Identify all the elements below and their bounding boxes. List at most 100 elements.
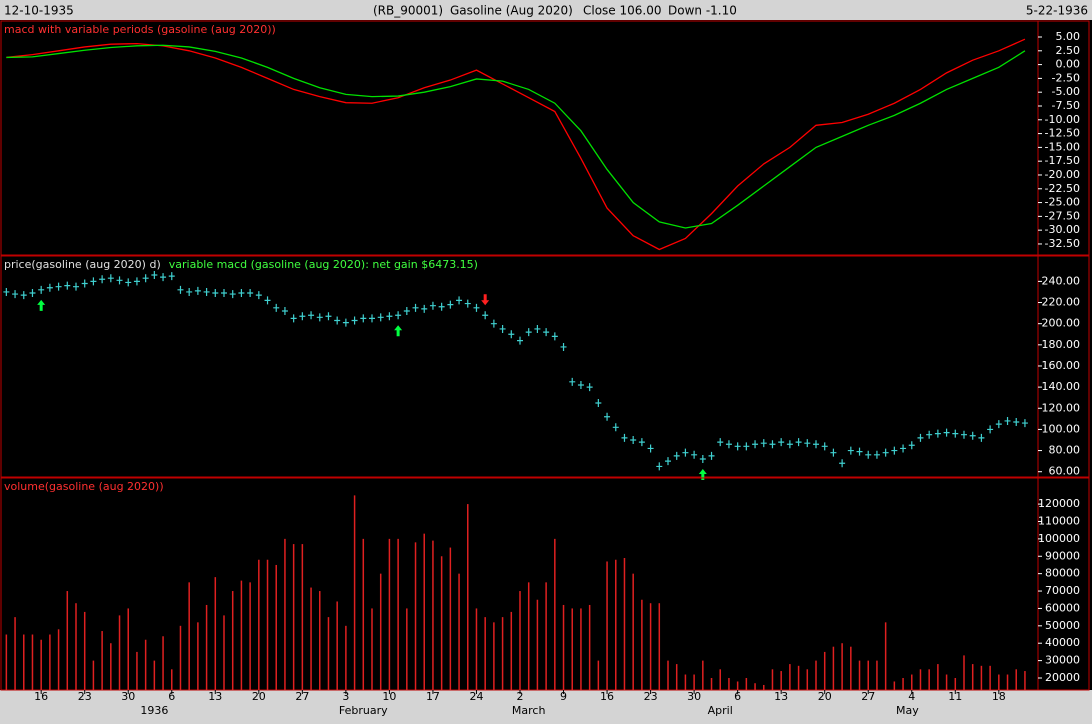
price-bar	[769, 440, 776, 449]
volume-bar	[57, 629, 60, 690]
price-bar	[316, 313, 323, 322]
y-tick-label: 30000	[1045, 654, 1080, 667]
y-tick-label: -22.50	[1045, 182, 1080, 195]
price-bar	[38, 285, 45, 294]
price-bar	[81, 279, 88, 288]
y-tick-label: -20.00	[1045, 168, 1080, 181]
price-bar	[281, 306, 288, 315]
y-tick-label: -12.50	[1045, 127, 1080, 140]
volume-bar	[980, 665, 983, 690]
panel-border	[0, 477, 1090, 691]
price-bar	[438, 302, 445, 311]
volume-bar	[736, 681, 739, 690]
month-label: May	[896, 704, 919, 717]
price-bar	[952, 429, 959, 438]
y-tick-label: 60.00	[1049, 465, 1081, 478]
y-tick-label: 80.00	[1049, 444, 1081, 457]
volume-bar	[632, 573, 634, 690]
x-tick-label: 6	[734, 690, 741, 703]
y-tick-label: -10.00	[1045, 113, 1080, 126]
price-bar	[386, 312, 393, 321]
y-tick-label: 120000	[1038, 497, 1080, 510]
volume-bar	[275, 564, 277, 690]
price-bar	[168, 272, 175, 281]
price-bar	[734, 442, 741, 451]
panel-title: volume(gasoline (aug 2020))	[4, 480, 164, 493]
price-bar	[560, 342, 567, 351]
price-bar	[586, 383, 593, 392]
price-bar	[395, 311, 402, 320]
instrument-name: Gasoline (Aug 2020)	[450, 4, 573, 18]
y-tick-label: 100000	[1038, 532, 1080, 545]
volume-bar	[388, 538, 391, 690]
volume-bar	[1015, 669, 1017, 690]
price-bar	[543, 328, 550, 337]
volume-bar	[14, 617, 16, 690]
y-tick-label: 0.00	[1056, 58, 1081, 71]
price-bar	[342, 318, 349, 327]
y-tick-label: 160.00	[1042, 359, 1081, 372]
volume-bar	[710, 678, 713, 690]
volume-bar	[205, 604, 208, 690]
x-tick-label: 30	[687, 690, 701, 703]
macd-line	[6, 44, 1026, 229]
y-tick-label: 80000	[1045, 567, 1080, 580]
volume-bar	[118, 615, 121, 690]
x-tick-label: 16	[600, 690, 614, 703]
x-tick-label: 13	[774, 690, 788, 703]
y-tick-label: 120.00	[1042, 401, 1081, 414]
month-label: February	[339, 704, 388, 717]
volume-bar	[945, 674, 948, 690]
panel-border	[0, 255, 1090, 478]
price-bar	[116, 276, 123, 285]
price-bar	[926, 430, 933, 439]
price-bar	[55, 282, 62, 291]
buy-arrow	[394, 325, 403, 337]
volume-bar	[780, 671, 782, 690]
price-bar	[882, 448, 889, 457]
volume-bar	[562, 604, 565, 690]
price-bar	[873, 450, 880, 459]
price-bar	[421, 304, 428, 313]
buy-arrow	[698, 469, 707, 481]
volume-bar	[623, 558, 626, 690]
price-bar	[369, 314, 375, 323]
volume-bar	[23, 634, 25, 690]
y-tick-label: 60000	[1045, 601, 1080, 614]
price-bar	[264, 296, 271, 305]
volume-bar	[406, 608, 408, 690]
y-tick-label: -5.00	[1052, 85, 1080, 98]
volume-bar	[771, 669, 774, 690]
price-bar	[691, 450, 698, 459]
price-bar	[20, 291, 27, 300]
volume-bar	[493, 622, 495, 690]
price-bar	[1013, 418, 1020, 427]
volume-bar	[110, 643, 112, 690]
volume-bar	[440, 556, 443, 690]
price-bar	[186, 287, 193, 296]
volume-bar	[83, 611, 86, 690]
volume-bar	[171, 669, 173, 690]
y-tick-label: 240.00	[1042, 274, 1081, 287]
header-bar	[0, 0, 1092, 20]
price-bar	[490, 319, 497, 328]
volume-bar	[823, 651, 826, 690]
volume-bar	[197, 622, 199, 690]
price-bar	[682, 448, 689, 457]
price-bar	[978, 433, 985, 442]
price-bar	[334, 316, 341, 325]
x-tick-label: 27	[861, 690, 875, 703]
price-bar	[517, 336, 523, 345]
volume-bar	[379, 573, 382, 690]
x-tick-label: 10	[382, 690, 396, 703]
x-tick-label: 9	[560, 690, 567, 703]
volume-bar	[284, 538, 286, 690]
sell-arrow	[481, 294, 490, 306]
volume-bar	[919, 669, 922, 690]
price-bar	[12, 290, 19, 299]
volume-bar	[188, 582, 190, 690]
volume-bar	[884, 622, 887, 690]
macd-line	[6, 38, 1026, 251]
volume-bar	[1006, 674, 1009, 690]
